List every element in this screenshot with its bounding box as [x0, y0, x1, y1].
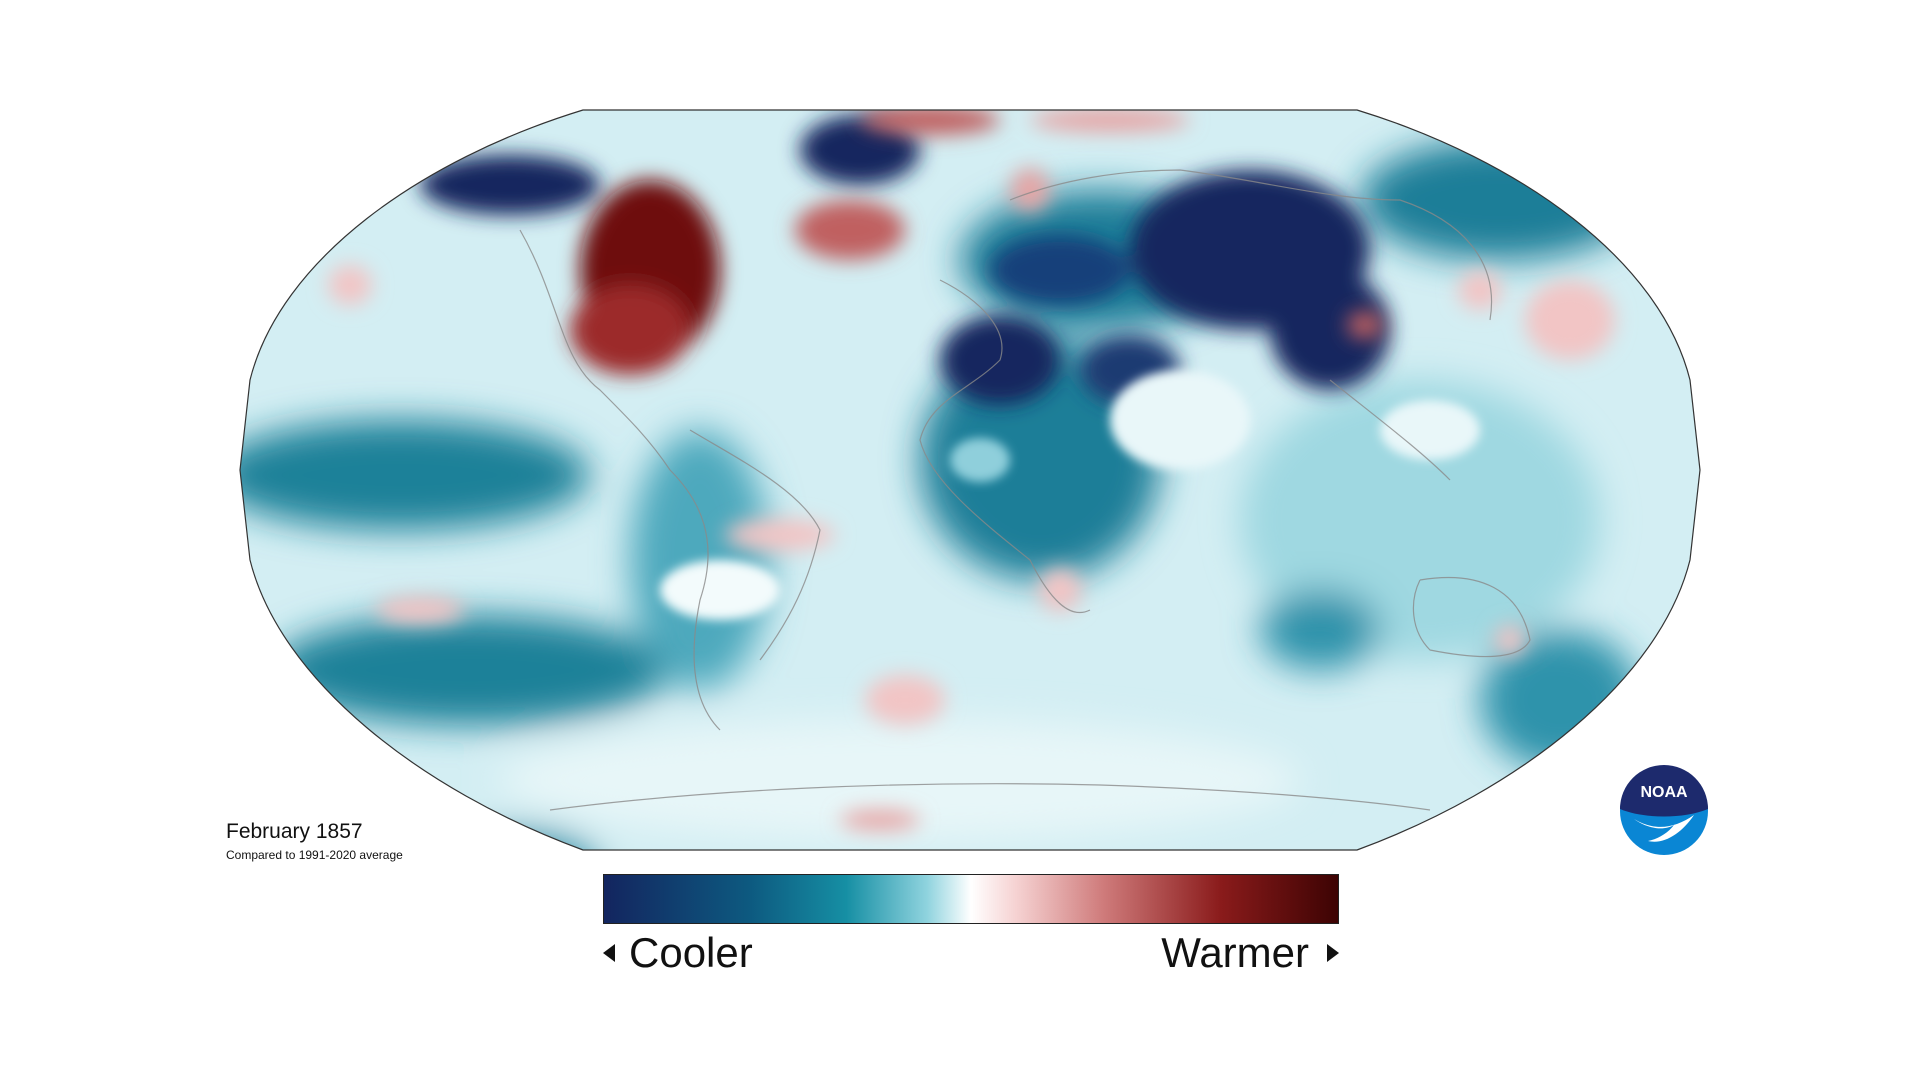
noaa-logo-text: NOAA	[1640, 784, 1688, 801]
legend-warmer-label: Warmer	[1161, 929, 1309, 976]
map-outline	[239, 109, 1701, 851]
map-baseline-note: Compared to 1991-2020 average	[226, 848, 403, 862]
noaa-logo: NOAA	[1620, 765, 1708, 855]
color-scale-bar	[603, 874, 1339, 924]
map-date-title: February 1857	[226, 820, 363, 843]
coastlines	[519, 169, 1531, 811]
left-arrow-icon	[603, 944, 615, 962]
legend-cooler-label: Cooler	[629, 929, 753, 976]
right-arrow-icon	[1327, 944, 1339, 962]
legend-warmer: Warmer	[1161, 928, 1339, 978]
legend-cooler: Cooler	[603, 928, 753, 978]
anomaly-field	[240, 110, 1700, 850]
